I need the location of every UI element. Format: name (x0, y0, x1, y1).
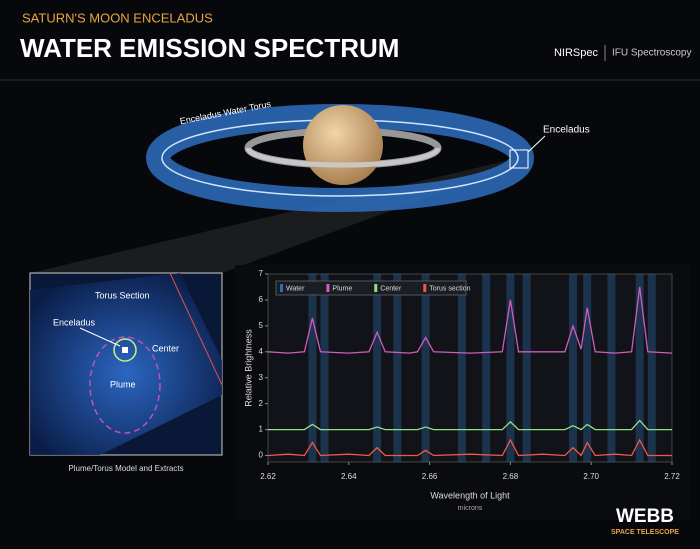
x-tick-label: 2.68 (503, 472, 519, 481)
water-band (569, 274, 578, 462)
x-tick-label: 2.64 (341, 472, 357, 481)
water-band (320, 274, 329, 462)
spectrum-line (267, 438, 672, 457)
x-tick-label: 2.62 (260, 472, 276, 481)
logo-subtitle: SPACE TELESCOPE (611, 529, 679, 536)
enceladus-box (509, 149, 529, 169)
water-band (421, 274, 430, 462)
water-band (373, 274, 382, 462)
inset-image (30, 273, 222, 455)
x-tick-label: 2.72 (664, 472, 680, 481)
rings-front (245, 147, 441, 168)
y-tick-label: 0 (259, 451, 264, 460)
legend-label: Center (380, 285, 402, 292)
legend-swatch (374, 284, 378, 292)
y-tick-label: 2 (259, 399, 264, 408)
legend-label: Water (286, 285, 305, 292)
y-tick-label: 4 (259, 347, 264, 356)
chart: 0 1 2 3 4 5 6 7 2.62 2.64 2.66 2.68 2.70 2.72 Water Plu… (259, 269, 681, 481)
legend-swatch (326, 284, 330, 292)
x-tick-label: 2.66 (422, 472, 438, 481)
instrument: NIRSpec (554, 47, 599, 59)
inset-caption: Plume/Torus Model and Extracts (68, 464, 183, 473)
spectrum-line (268, 419, 672, 431)
y-tick-label: 6 (259, 295, 264, 304)
legend-box (275, 280, 467, 296)
saturn (303, 105, 383, 185)
inset-center: Center (152, 343, 179, 353)
water-band (308, 274, 317, 462)
legend-swatch (423, 284, 427, 292)
y-tick-label: 7 (259, 269, 264, 278)
inset-region: Torus Section (95, 290, 150, 300)
y-tick-label: 3 (259, 373, 264, 382)
center-circle (113, 338, 137, 362)
moon-label: Enceladus (543, 125, 590, 136)
inset-plume: Plume (110, 379, 136, 389)
water-band (647, 274, 656, 462)
plot-area (267, 273, 673, 463)
water-band (583, 274, 592, 462)
water-band (607, 274, 616, 462)
y-axis-label: Relative Brightness (243, 329, 253, 407)
inset-moon: Enceladus (53, 317, 96, 327)
legend-swatch (280, 284, 283, 292)
title: WATER EMISSION SPECTRUM (20, 33, 399, 63)
callout (527, 135, 546, 153)
plume-outline (89, 336, 161, 434)
legend-label: Torus section (429, 285, 470, 292)
water-band (393, 274, 402, 462)
legend-label: Plume (332, 285, 352, 292)
inset-callout (79, 327, 121, 347)
water-band (522, 274, 531, 462)
water-band (635, 274, 644, 462)
mode: IFU Spectroscopy (612, 48, 691, 59)
logo: WEBB (616, 506, 674, 527)
kicker: SATURN'S MOON ENCELADUS (22, 10, 213, 25)
water-band (482, 274, 491, 462)
enceladus-dot (122, 347, 128, 353)
water-band (506, 274, 515, 462)
section-edge (169, 272, 223, 386)
x-tick-label: 2.70 (583, 472, 599, 481)
x-axis-label: Wavelength of Light (430, 490, 510, 500)
spectrum-line (267, 286, 673, 354)
y-tick-label: 5 (259, 321, 264, 330)
y-tick-label: 1 (259, 425, 264, 434)
x-axis-unit: microns (458, 505, 483, 512)
water-band (457, 274, 466, 462)
